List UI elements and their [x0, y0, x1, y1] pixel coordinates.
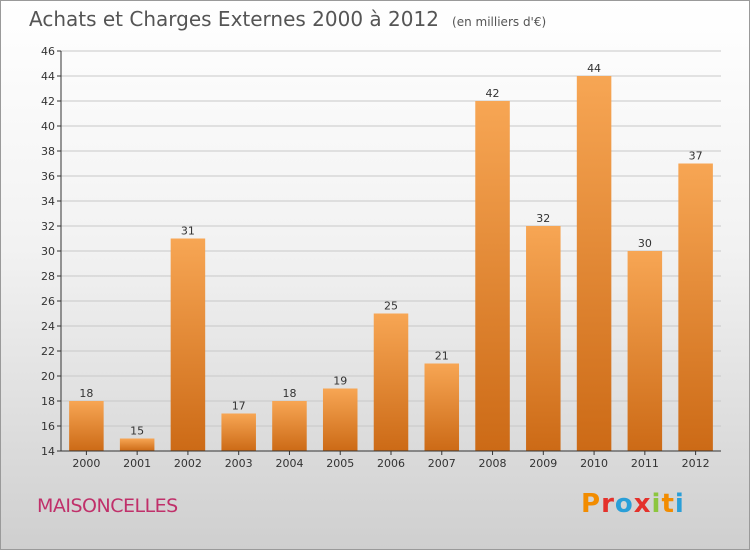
y-tick-label: 46: [41, 45, 55, 58]
logo-letter: P: [581, 489, 602, 519]
x-tick-label: 2006: [377, 457, 405, 470]
bar: [373, 313, 409, 451]
bar: [119, 438, 155, 451]
x-tick-label: 2000: [72, 457, 100, 470]
axis-layer: 14 16 18 20 22 24 26 28 30 32 34 36 38 40 42 44 46 2000 20…: [41, 45, 721, 470]
logo-letter: i: [651, 489, 662, 519]
data-label: 44: [587, 62, 601, 75]
logo-letter: x: [633, 489, 652, 519]
y-tick-label: 18: [41, 395, 55, 408]
y-tick-label: 36: [41, 170, 55, 183]
y-tick-label: 30: [41, 245, 55, 258]
y-tick-label: 24: [41, 320, 55, 333]
logo-letter: i: [674, 489, 685, 519]
x-tick-label: 2004: [275, 457, 303, 470]
y-tick-label: 22: [41, 345, 55, 358]
x-tick-label: 2009: [529, 457, 557, 470]
data-label: 30: [638, 237, 652, 250]
x-tick-label: 2005: [326, 457, 354, 470]
chart-subtitle: (en milliers d'€): [452, 15, 547, 29]
x-tick-label: 2011: [631, 457, 659, 470]
bar: [475, 101, 510, 451]
bar: [322, 388, 358, 451]
bar: [627, 251, 663, 451]
chart-title: Achats et Charges Externes 2000 à 2012: [29, 7, 439, 31]
data-label: 19: [333, 375, 347, 388]
bar: [69, 401, 104, 451]
y-tick-label: 20: [41, 370, 55, 383]
data-label: 37: [689, 150, 703, 163]
y-tick-label: 38: [41, 145, 55, 158]
logo-letter: r: [601, 489, 615, 519]
proxiti-logo[interactable]: Proxiti: [581, 489, 685, 519]
bar: [424, 363, 460, 451]
y-tick-label: 42: [41, 95, 55, 108]
y-tick-label: 40: [41, 120, 55, 133]
x-tick-label: 2001: [123, 457, 151, 470]
logo-letter: t: [661, 489, 675, 519]
x-tick-label: 2002: [174, 457, 202, 470]
x-tick-label: 2003: [225, 457, 253, 470]
commune-name: MAISONCELLES: [37, 495, 178, 517]
bar: [272, 401, 307, 451]
bar: [170, 238, 206, 451]
data-label: 25: [384, 300, 398, 313]
data-label: 18: [282, 387, 296, 400]
x-tick-label: 2010: [580, 457, 608, 470]
bar: [526, 226, 561, 451]
data-label: 17: [232, 400, 246, 413]
bar: [221, 413, 256, 451]
logo-letter: o: [614, 489, 634, 519]
data-label: 31: [181, 225, 195, 238]
bar: [678, 163, 713, 451]
y-tick-label: 26: [41, 295, 55, 308]
x-tick-label: 2008: [479, 457, 507, 470]
y-tick-label: 14: [41, 445, 55, 458]
data-label: 42: [486, 87, 500, 100]
data-label: 32: [536, 212, 550, 225]
y-tick-label: 28: [41, 270, 55, 283]
bars-layer: 18 15 31 17 18 19 25 21 42 32 44 30 37: [69, 62, 713, 451]
x-tick-label: 2012: [682, 457, 710, 470]
y-tick-label: 32: [41, 220, 55, 233]
x-tick-label: 2007: [428, 457, 456, 470]
data-label: 18: [79, 387, 93, 400]
title-row: Achats et Charges Externes 2000 à 2012 (…: [29, 7, 546, 31]
data-label: 21: [435, 350, 449, 363]
y-tick-label: 16: [41, 420, 55, 433]
y-tick-label: 44: [41, 70, 55, 83]
bar: [576, 76, 612, 451]
data-label: 15: [130, 425, 144, 438]
y-tick-label: 34: [41, 195, 55, 208]
